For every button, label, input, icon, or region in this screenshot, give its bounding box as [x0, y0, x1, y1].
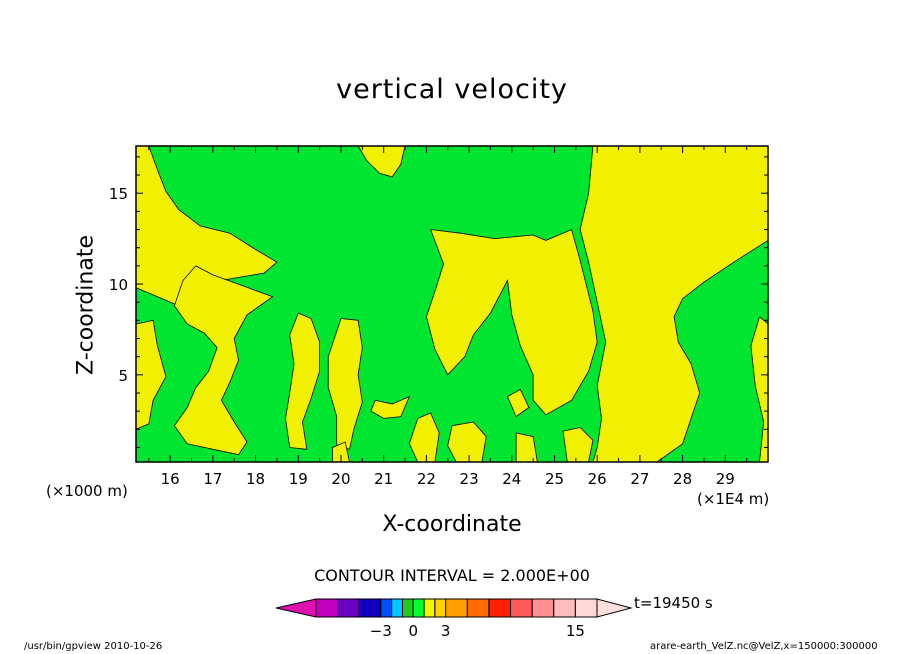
colorbar-box-1 [337, 598, 360, 618]
x-tick-label-18: 18 [246, 470, 265, 488]
colorbar-box-11 [488, 598, 512, 618]
y-tick-label-15: 15 [109, 185, 128, 203]
colorbar-box-4 [391, 598, 403, 618]
positive-region-2 [136, 319, 167, 430]
contour-interval-label: CONTOUR INTERVAL = 2.000E+00 [314, 566, 590, 585]
positive-region-10 [447, 421, 487, 462]
x-tick-label-29: 29 [716, 470, 735, 488]
colorbar-box-12 [510, 598, 533, 618]
y-tick-label-5: 5 [118, 367, 128, 385]
positive-region-8 [579, 146, 768, 462]
colorbar-box-14 [553, 598, 576, 618]
colorbar-box-10 [466, 598, 490, 618]
x-tick-label-22: 22 [417, 470, 436, 488]
chart-title: vertical velocity [336, 74, 568, 105]
colorbar-box-6 [412, 598, 425, 618]
colorbar-label--3: −3 [370, 622, 392, 640]
colorbar-box-8 [434, 598, 447, 618]
colorbar-box-2 [358, 598, 382, 618]
x-tick-label-25: 25 [545, 470, 564, 488]
positive-region-15 [506, 388, 530, 418]
colorbar-low-arrow [275, 598, 317, 618]
colorbar-box-15 [574, 598, 598, 618]
x-tick-label-24: 24 [502, 470, 521, 488]
x-axis-unit-right: (×1E4 m) [697, 490, 770, 508]
colorbar-high-arrow [596, 598, 633, 618]
positive-region-7 [425, 228, 598, 416]
colorbar-box-13 [531, 598, 555, 618]
x-tick-label-26: 26 [588, 470, 607, 488]
positive-region-13 [408, 412, 440, 462]
positive-region-1 [173, 265, 274, 456]
colorbar-label-0: 0 [408, 622, 418, 640]
x-axis-unit-left: (×1000 m) [46, 482, 128, 500]
x-tick-label-19: 19 [289, 470, 308, 488]
positive-region-0 [136, 146, 278, 307]
positive-region-9 [750, 315, 768, 462]
x-tick-label-27: 27 [630, 470, 649, 488]
footer-right-text: arare-earth_VelZ.nc@VelZ,x=150000:300000 [650, 641, 878, 652]
footer-left-text: /usr/bin/gpview 2010-10-26 [24, 641, 163, 652]
time-label: t=19450 s [634, 594, 713, 612]
positive-region-5 [357, 146, 406, 178]
colorbar-box-7 [423, 598, 436, 618]
positive-region-4 [327, 318, 363, 450]
x-axis-label: X-coordinate [382, 512, 522, 537]
positive-region-12 [562, 427, 594, 462]
x-tick-label-28: 28 [673, 470, 692, 488]
positive-region-11 [515, 432, 538, 462]
x-tick-label-23: 23 [460, 470, 479, 488]
colorbar-label-15: 15 [566, 622, 585, 640]
colorbar-box-3 [380, 598, 393, 618]
colorbar-box-0 [315, 598, 339, 618]
colorbar-box-9 [445, 598, 468, 618]
x-tick-label-21: 21 [374, 470, 393, 488]
positive-region-3 [285, 312, 321, 450]
x-tick-label-17: 17 [203, 470, 222, 488]
x-tick-label-16: 16 [161, 470, 180, 488]
colorbar-box-5 [401, 598, 414, 618]
x-tick-label-20: 20 [331, 470, 350, 488]
positive-region-14 [331, 441, 350, 462]
positive-region-6 [370, 395, 411, 419]
colorbar-label-3: 3 [441, 622, 451, 640]
positive-regions [136, 146, 768, 462]
plot-frame [135, 145, 769, 463]
y-tick-label-10: 10 [109, 276, 128, 294]
